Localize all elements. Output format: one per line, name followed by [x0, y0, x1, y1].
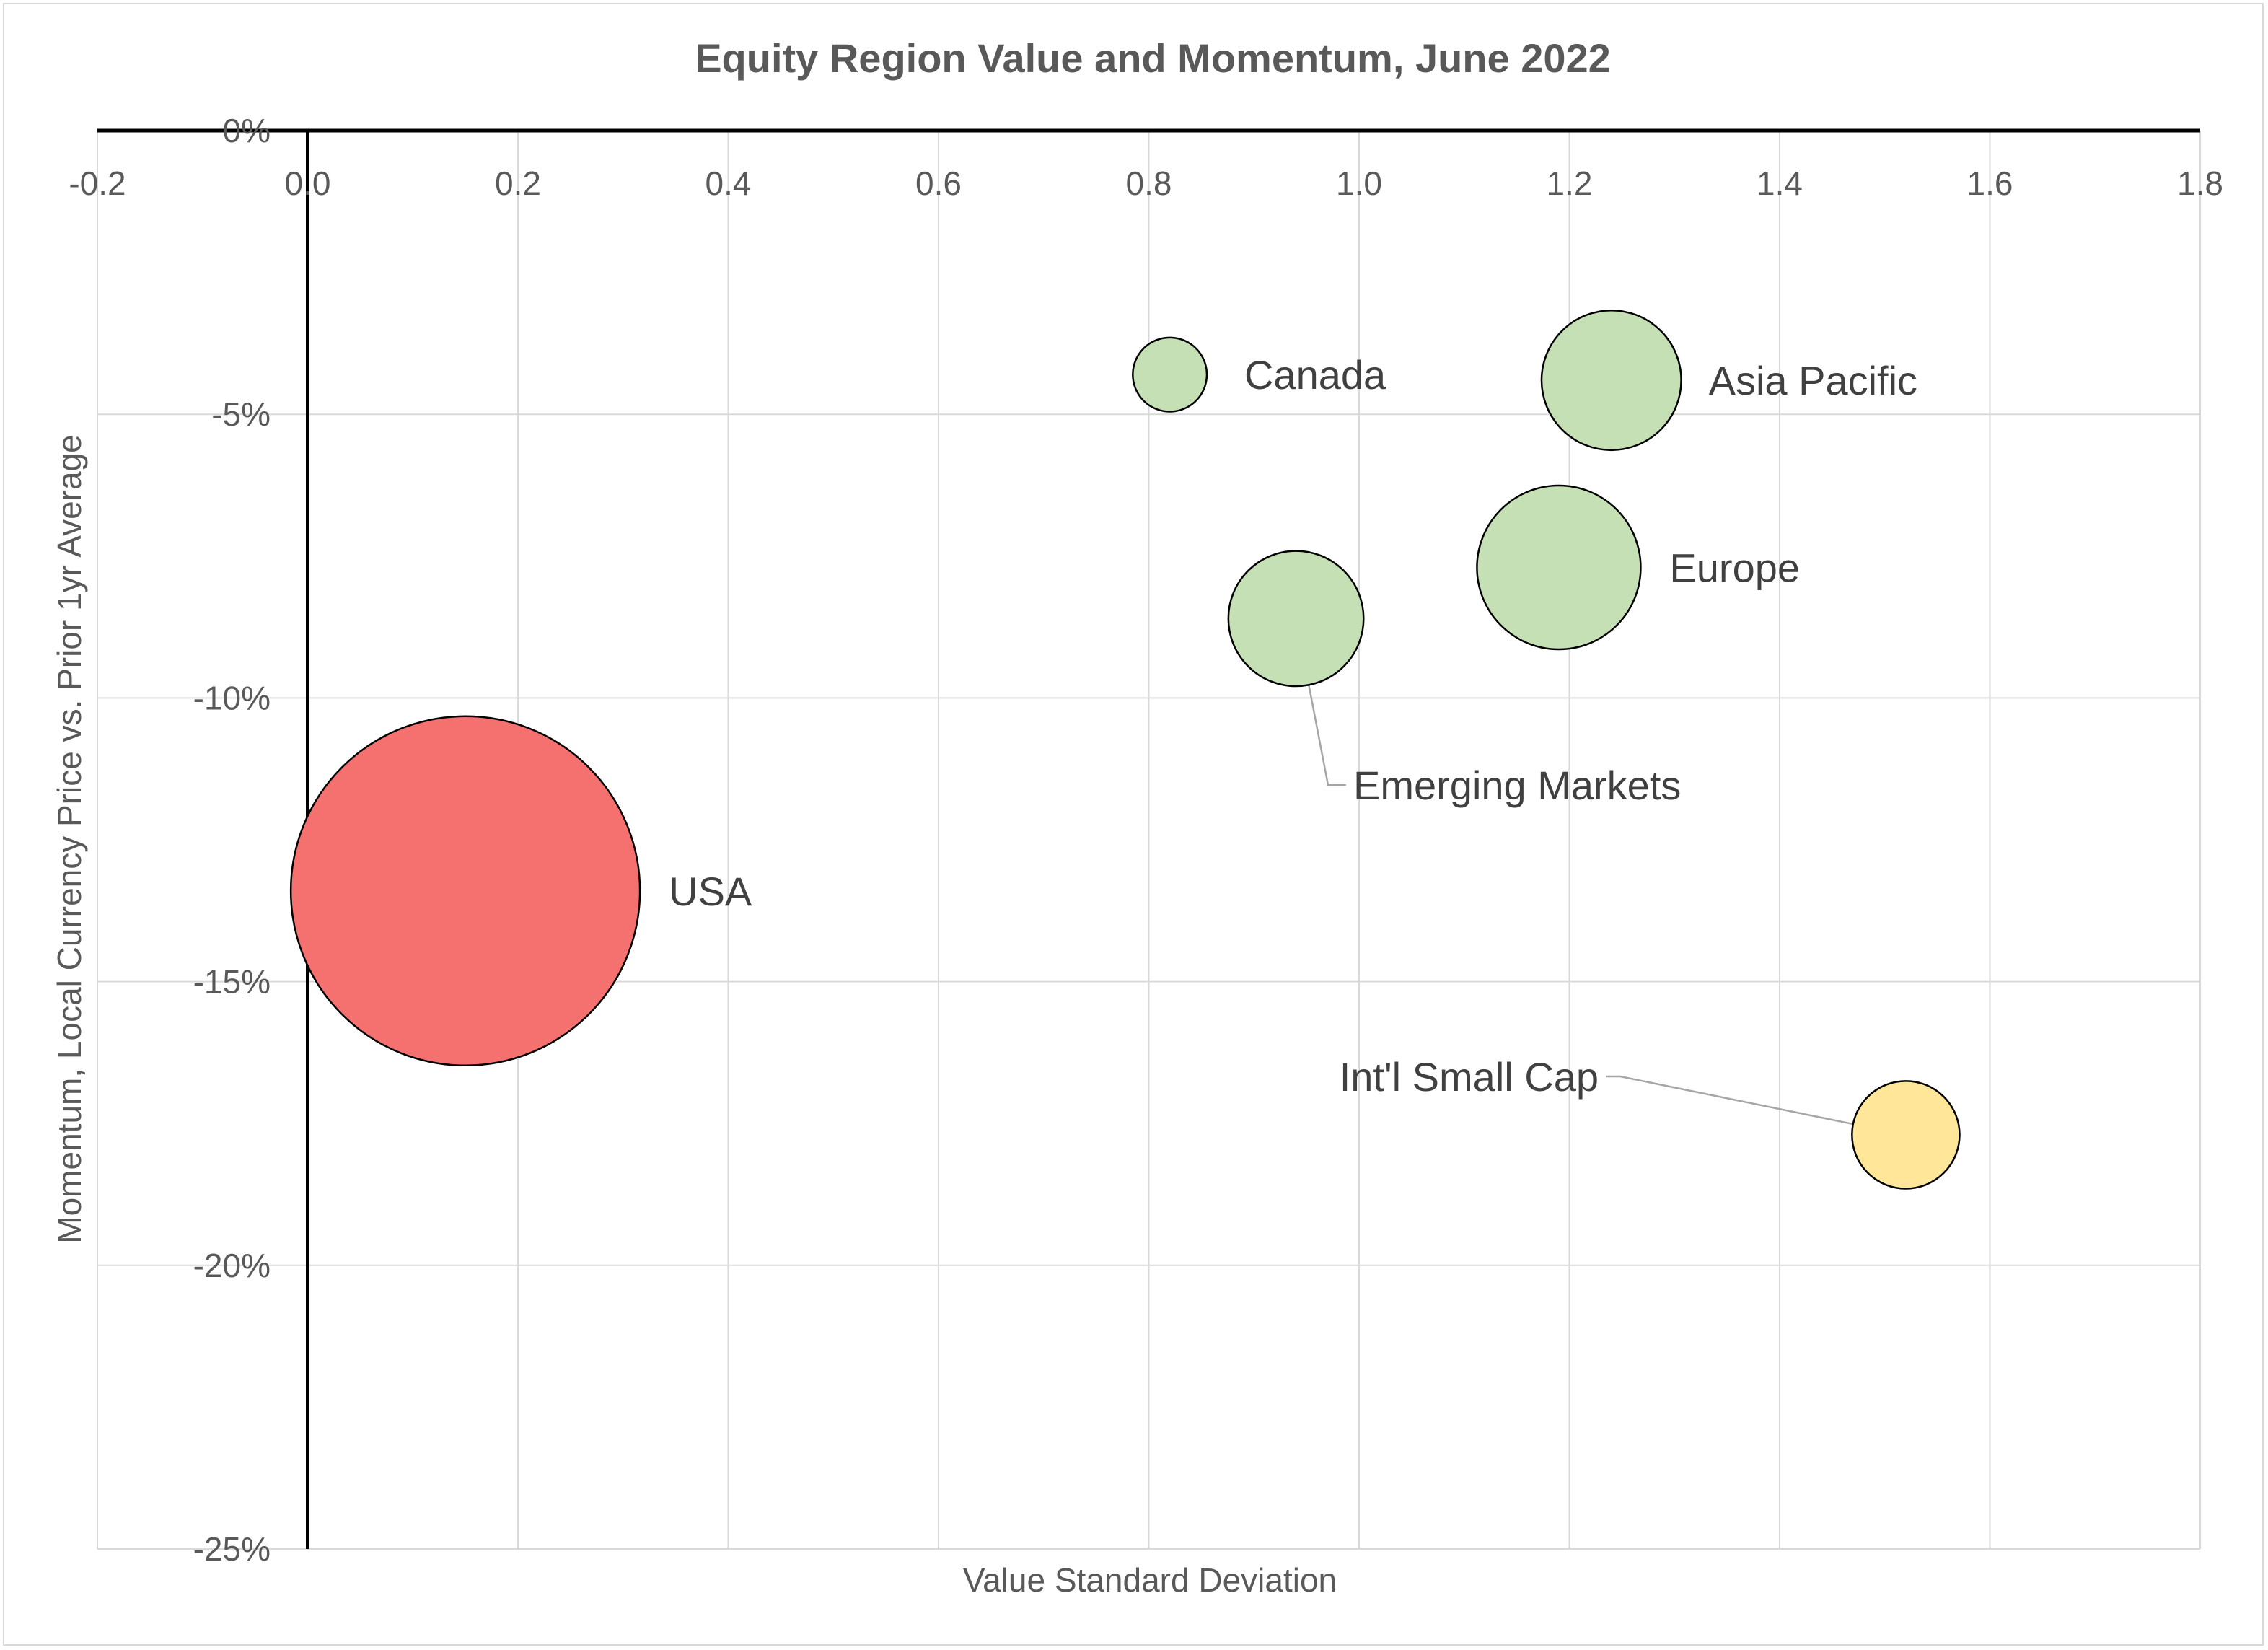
bubble-canada: [1132, 336, 1208, 413]
bubble-asia-pacific: [1540, 309, 1682, 452]
bubble-labels: USA Canada Asia Pacific Europe Emerging Mark…: [669, 352, 1917, 1100]
x-tick-label: 0.2: [495, 164, 541, 202]
leader-line: [1606, 1075, 1907, 1136]
x-tick-label: 0.4: [706, 164, 752, 202]
x-tick-label: 1.6: [1967, 164, 2013, 202]
bubble-label: Emerging Markets: [1353, 763, 1681, 808]
y-axis-title: Momentum, Local Currency Price vs. Prior…: [50, 434, 88, 1243]
bubble-europe: [1476, 484, 1642, 651]
x-tick-label: 0.0: [285, 164, 331, 202]
y-tick-label: -20%: [193, 1247, 271, 1284]
bubble-label: Europe: [1669, 545, 1800, 591]
gridlines: [97, 130, 2201, 1550]
x-tick-label: 0.6: [915, 164, 962, 202]
x-tick-label: 1.0: [1336, 164, 1382, 202]
y-tick-label: -10%: [193, 679, 271, 716]
y-tick-label: -25%: [193, 1530, 271, 1568]
x-tick-label: 1.2: [1547, 164, 1593, 202]
bubble-label: Asia Pacific: [1709, 358, 1917, 403]
bubble-label: USA: [669, 869, 752, 914]
bubbles: [289, 309, 1961, 1190]
chart-title: Equity Region Value and Momentum, June 2…: [695, 35, 1611, 81]
bubble-label: Int'l Small Cap: [1340, 1054, 1599, 1100]
y-tick-label: -5%: [211, 395, 271, 433]
x-tick-label: 1.8: [2177, 164, 2223, 202]
bubble-usa: [289, 715, 641, 1067]
x-tick-label: -0.2: [69, 164, 126, 202]
x-axis-title: Value Standard Deviation: [963, 1561, 1337, 1599]
bubble-int-l-small-cap: [1851, 1080, 1961, 1190]
y-tick-label: 0%: [223, 112, 271, 149]
x-tick-label: 1.4: [1757, 164, 1803, 202]
bubble-emerging-markets: [1227, 550, 1365, 688]
bubble-label: Canada: [1244, 352, 1386, 398]
y-tick-label: -15%: [193, 963, 271, 1001]
x-tick-label: 0.8: [1126, 164, 1172, 202]
tick-labels: -0.2 0.0 0.2 0.4 0.6 0.8 1.0 1.2 1.4 1.6 1.8 0% -5% -…: [69, 112, 2223, 1568]
